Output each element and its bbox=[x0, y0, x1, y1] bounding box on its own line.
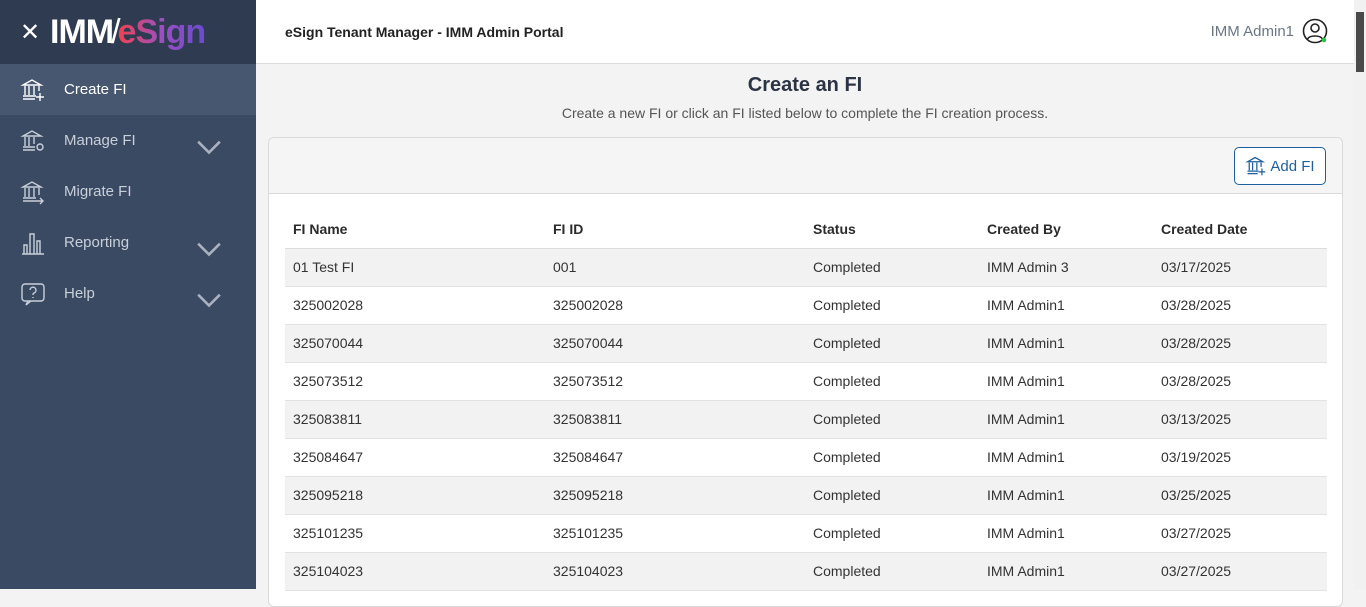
table-row[interactable]: 325101235 325101235 Completed IMM Admin1 03/… bbox=[285, 514, 1327, 553]
column-header[interactable]: Created Date bbox=[1153, 210, 1327, 249]
table-cell: 325104023 bbox=[285, 552, 545, 591]
table-cell: Completed bbox=[805, 552, 979, 591]
table-cell: 03/27/2025 bbox=[1153, 514, 1327, 553]
sidebar-item-label: Create FI bbox=[64, 81, 127, 98]
table-cell: IMM Admin1 bbox=[979, 400, 1153, 439]
bank-plus-icon bbox=[1245, 156, 1266, 176]
logo-bar: ✕ IMM / eSign bbox=[0, 0, 256, 64]
close-icon[interactable]: ✕ bbox=[20, 18, 41, 46]
sidebar-item-label: Reporting bbox=[64, 234, 130, 251]
table-cell: 03/17/2025 bbox=[1153, 248, 1327, 287]
scrollbar[interactable] bbox=[1354, 0, 1366, 589]
table-cell: 325073512 bbox=[545, 362, 805, 401]
table-cell: 325083811 bbox=[285, 400, 545, 439]
table-row[interactable]: 325073512 325073512 Completed IMM Admin1 03/… bbox=[285, 362, 1327, 401]
table-cell: 325101235 bbox=[285, 514, 545, 553]
table-row[interactable]: 325002028 325002028 Completed IMM Admin1 03/… bbox=[285, 286, 1327, 325]
column-header[interactable]: FI ID bbox=[545, 210, 805, 249]
table-cell: IMM Admin 3 bbox=[979, 248, 1153, 287]
add-fi-button[interactable]: Add FI bbox=[1234, 147, 1326, 185]
user-menu[interactable]: IMM Admin1 bbox=[1211, 18, 1328, 44]
fi-list-card: Add FI FI Name FI ID Status Created By Creat… bbox=[268, 137, 1343, 607]
table-row[interactable]: 325095218 325095218 Completed IMM Admin1 03/… bbox=[285, 476, 1327, 515]
logo: IMM / eSign bbox=[50, 12, 207, 51]
page-title: Create an FI bbox=[747, 74, 863, 96]
table-row[interactable]: 01 Test FI 001 Completed IMM Admin 3 03/17/2… bbox=[285, 248, 1327, 287]
table-cell: IMM Admin1 bbox=[979, 438, 1153, 477]
table-cell: 325095218 bbox=[285, 476, 545, 515]
logo-imm: IMM bbox=[50, 12, 114, 51]
table-cell: 325095218 bbox=[545, 476, 805, 515]
table-cell: Completed bbox=[805, 362, 979, 401]
bank-gear-icon bbox=[20, 129, 44, 151]
table-cell: 03/28/2025 bbox=[1153, 286, 1327, 325]
chevron-down-icon[interactable] bbox=[196, 133, 222, 159]
table-cell: 325084647 bbox=[285, 438, 545, 477]
table-cell: 325070044 bbox=[545, 324, 805, 363]
sidebar-item-create-fi[interactable]: Create FI bbox=[0, 64, 256, 115]
sidebar-item-migrate-fi[interactable]: Migrate FI bbox=[0, 166, 256, 217]
bar-chart-icon bbox=[22, 232, 44, 255]
table-cell: IMM Admin1 bbox=[979, 514, 1153, 553]
user-avatar-icon[interactable] bbox=[1302, 18, 1328, 44]
table-cell: Completed bbox=[805, 400, 979, 439]
sidebar: ✕ IMM / eSign Create FI Manage FI Migrate FI… bbox=[0, 0, 256, 589]
top-bar: eSign Tenant Manager - IMM Admin Portal … bbox=[256, 0, 1354, 64]
table-cell: 325083811 bbox=[545, 400, 805, 439]
sidebar-item-manage-fi[interactable]: Manage FI bbox=[0, 115, 256, 166]
table-cell: 325073512 bbox=[285, 362, 545, 401]
table-cell: 325101235 bbox=[545, 514, 805, 553]
table-cell: 325002028 bbox=[285, 286, 545, 325]
table-cell: 03/25/2025 bbox=[1153, 476, 1327, 515]
table-cell: 325084647 bbox=[545, 438, 805, 477]
page-subtitle: Create a new FI or click an FI listed be… bbox=[561, 105, 1049, 121]
table-cell: IMM Admin1 bbox=[979, 286, 1153, 325]
logo-esign: eSign bbox=[117, 12, 207, 51]
sidebar-item-label: Help bbox=[64, 285, 95, 302]
sidebar-item-help[interactable]: Help bbox=[0, 268, 256, 319]
table-cell: Completed bbox=[805, 476, 979, 515]
table-cell: Completed bbox=[805, 324, 979, 363]
chevron-down-icon[interactable] bbox=[196, 286, 222, 312]
table-row[interactable]: 325070044 325070044 Completed IMM Admin1 03/… bbox=[285, 324, 1327, 363]
table-cell: 03/19/2025 bbox=[1153, 438, 1327, 477]
table-cell: 325104023 bbox=[545, 552, 805, 591]
table-cell: 03/28/2025 bbox=[1153, 324, 1327, 363]
table-cell: Completed bbox=[805, 438, 979, 477]
table-cell: Completed bbox=[805, 514, 979, 553]
table-cell: 03/13/2025 bbox=[1153, 400, 1327, 439]
table-cell: Completed bbox=[805, 248, 979, 287]
table-cell: Completed bbox=[805, 286, 979, 325]
table-cell: 001 bbox=[545, 248, 805, 287]
table-cell: 325002028 bbox=[545, 286, 805, 325]
user-name: IMM Admin1 bbox=[1210, 22, 1294, 40]
column-header[interactable]: Status bbox=[805, 210, 979, 249]
sidebar-item-reporting[interactable]: Reporting bbox=[0, 217, 256, 268]
table-cell: IMM Admin1 bbox=[979, 552, 1153, 591]
sidebar-item-label: Manage FI bbox=[64, 132, 136, 149]
app-title: eSign Tenant Manager - IMM Admin Portal bbox=[285, 23, 564, 40]
bank-arrow-icon bbox=[20, 180, 44, 204]
table-cell: IMM Admin1 bbox=[979, 324, 1153, 363]
chevron-down-icon[interactable] bbox=[196, 235, 222, 261]
table-row[interactable]: 325083811 325083811 Completed IMM Admin1 03/… bbox=[285, 400, 1327, 439]
column-header[interactable]: Created By bbox=[979, 210, 1153, 249]
table-cell: IMM Admin1 bbox=[979, 362, 1153, 401]
column-header[interactable]: FI Name bbox=[285, 210, 545, 249]
add-fi-label: Add FI bbox=[1270, 157, 1315, 175]
scrollbar-thumb[interactable] bbox=[1356, 12, 1364, 72]
table-cell: 03/27/2025 bbox=[1153, 552, 1327, 591]
bank-plus-icon bbox=[20, 78, 44, 101]
table-cell: 325070044 bbox=[285, 324, 545, 363]
table-row[interactable]: 325084647 325084647 Completed IMM Admin1 03/… bbox=[285, 438, 1327, 477]
page-heading: Create an FI Create a new FI or click an… bbox=[256, 74, 1354, 121]
card-header: Add FI bbox=[269, 138, 1342, 194]
table-cell: 01 Test FI bbox=[285, 248, 545, 287]
table-cell: 03/28/2025 bbox=[1153, 362, 1327, 401]
fi-table: FI Name FI ID Status Created By Created Date… bbox=[285, 210, 1327, 591]
help-bubble-icon bbox=[21, 282, 45, 306]
sidebar-item-label: Migrate FI bbox=[64, 183, 132, 200]
table-cell: IMM Admin1 bbox=[979, 476, 1153, 515]
table-row[interactable]: 325104023 325104023 Completed IMM Admin1 03/… bbox=[285, 552, 1327, 591]
